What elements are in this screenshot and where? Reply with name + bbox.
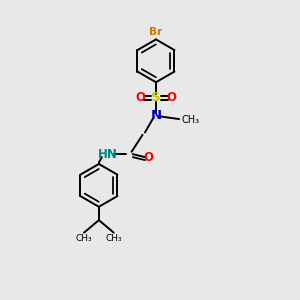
- Text: CH₃: CH₃: [182, 115, 200, 125]
- Text: CH₃: CH₃: [76, 234, 92, 243]
- Text: O: O: [167, 91, 176, 104]
- Text: O: O: [136, 91, 146, 104]
- Text: CH₃: CH₃: [105, 234, 122, 243]
- Text: Br: Br: [149, 27, 163, 37]
- Text: HN: HN: [98, 148, 118, 161]
- Text: N: N: [150, 109, 161, 122]
- Text: O: O: [143, 151, 154, 164]
- Text: S: S: [151, 91, 161, 104]
